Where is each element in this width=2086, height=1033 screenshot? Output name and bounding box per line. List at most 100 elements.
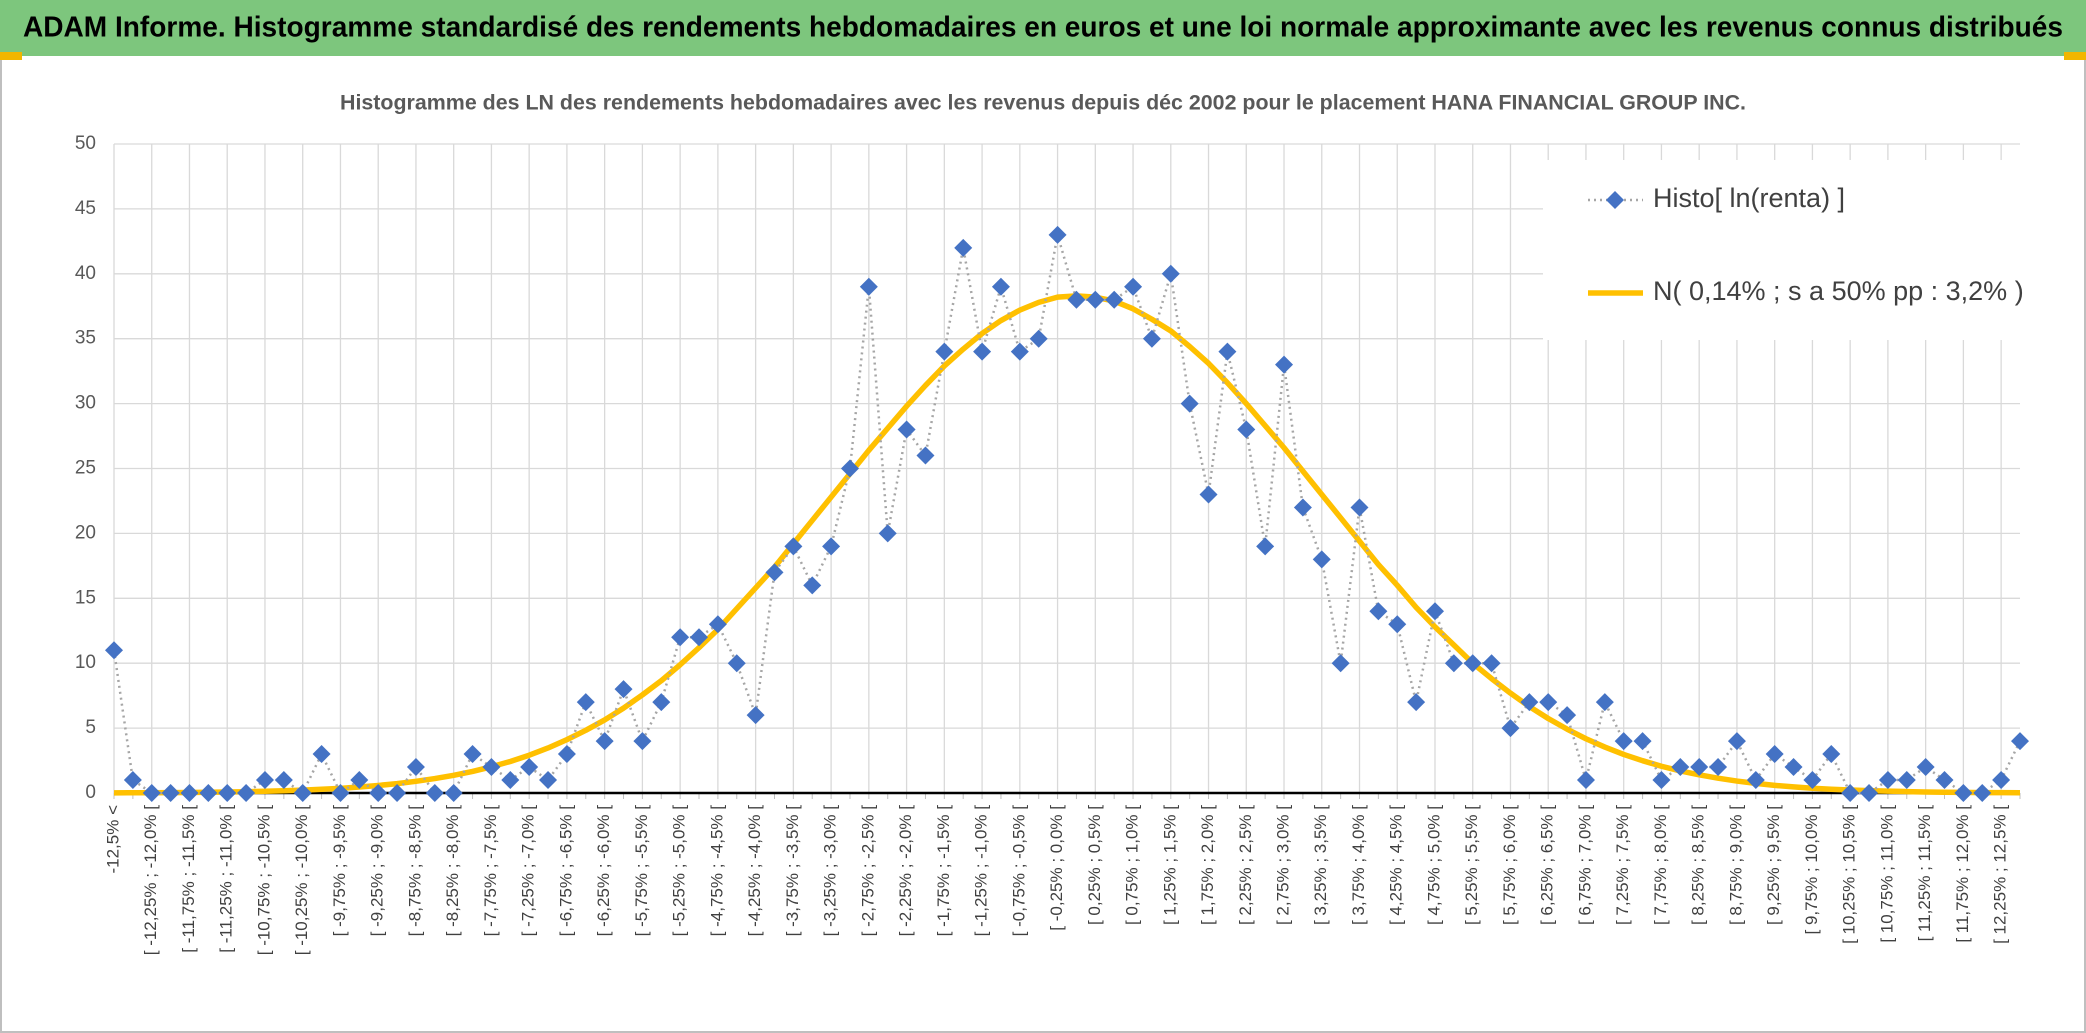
data-point (840, 459, 859, 478)
data-point (1992, 771, 2011, 790)
data-point (822, 537, 841, 556)
data-point (1558, 706, 1577, 725)
legend-marker (1606, 191, 1624, 209)
x-tick-label: [ 10,25% ; 10,5% [ (1840, 805, 1859, 944)
data-point (1180, 394, 1199, 413)
data-point (1237, 420, 1256, 439)
data-point (1142, 329, 1161, 348)
data-point (1954, 784, 1973, 802)
data-point (180, 784, 199, 802)
data-point (1482, 654, 1501, 673)
data-point (1388, 615, 1407, 634)
legend-label: Histo[ ln(renta) ] (1653, 183, 1845, 213)
x-tick-label: [ 9,25% ; 9,5% [ (1764, 805, 1783, 925)
data-point (1199, 485, 1218, 504)
data-point (557, 745, 576, 764)
x-tick-label: [ -1,75% ; -1,5% [ (934, 805, 953, 937)
x-tick-label: [ 2,25% ; 2,5% [ (1236, 805, 1255, 925)
data-point (312, 745, 331, 764)
data-point (916, 446, 935, 465)
x-tick-label: [ 11,25% ; 11,5% [ (1915, 805, 1934, 942)
x-tick-label: [ -2,75% ; -2,5% [ (858, 805, 877, 937)
data-point (708, 615, 727, 634)
data-point (331, 784, 350, 802)
x-tick-label: [ 5,25% ; 5,5% [ (1462, 805, 1481, 925)
data-point (1520, 693, 1539, 712)
x-tick-label: [ 3,25% ; 3,5% [ (1311, 805, 1330, 925)
data-point (444, 784, 463, 802)
data-point (1048, 225, 1067, 244)
x-tick-label: [ 7,25% ; 7,5% [ (1613, 805, 1632, 925)
x-tick-label: [ 8,75% ; 9,0% [ (1726, 805, 1745, 925)
x-tick-label: [ 10,75% ; 11,0% [ (1877, 805, 1896, 943)
data-point (350, 771, 369, 790)
x-tick-label: [ 6,25% ; 6,5% [ (1538, 805, 1557, 925)
chart-title: Histogramme des LN des rendements hebdom… (340, 92, 1746, 115)
data-point (1105, 290, 1124, 309)
data-point (595, 732, 614, 751)
data-point (255, 771, 274, 790)
x-tick-label: [ 4,25% ; 4,5% [ (1387, 805, 1406, 925)
data-point (123, 771, 142, 790)
data-point (878, 524, 897, 543)
data-point (652, 693, 671, 712)
x-tick-label: [ 7,75% ; 8,0% [ (1651, 805, 1670, 925)
data-point (1973, 784, 1992, 802)
x-tick-label: [ -6,25% ; -6,0% [ (594, 805, 613, 937)
y-tick-label: 10 (75, 652, 96, 673)
x-tick-label: [ -1,25% ; -1,0% [ (972, 805, 991, 937)
data-point (1444, 654, 1463, 673)
data-point (1803, 771, 1822, 790)
data-point (1218, 342, 1237, 361)
x-tick-label: [ -4,25% ; -4,0% [ (745, 805, 764, 937)
x-tick-label: [ -9,25% ; -9,0% [ (368, 805, 387, 937)
data-point (1897, 771, 1916, 790)
x-tick-label: [ -6,75% ; -6,5% [ (556, 805, 575, 937)
x-tick-label: [ -2,25% ; -2,0% [ (896, 805, 915, 937)
data-point (199, 784, 218, 802)
data-point (1161, 264, 1180, 283)
data-point (1709, 758, 1728, 777)
y-tick-label: 50 (75, 133, 96, 154)
data-point (161, 784, 180, 802)
data-point (784, 537, 803, 556)
legend-label: N( 0,14% ; s a 50% pp : 3,2% ) (1653, 276, 2024, 306)
data-point (237, 784, 256, 802)
data-point (1010, 342, 1029, 361)
data-point (1822, 745, 1841, 764)
data-point (1256, 537, 1275, 556)
data-point (727, 654, 746, 673)
data-point (1331, 654, 1350, 673)
data-point (105, 641, 123, 660)
data-point (765, 563, 784, 582)
data-point (1576, 771, 1595, 790)
data-point (1841, 784, 1860, 802)
y-tick-label: 5 (85, 717, 96, 738)
data-point (690, 628, 709, 647)
x-tick-label: [ 12,25% ; 12,5% [ (1991, 805, 2010, 944)
corner (2064, 52, 2086, 60)
y-tick-label: 30 (75, 393, 96, 414)
data-point (859, 277, 878, 296)
data-point (1652, 771, 1671, 790)
header-title: ADAM Informe. Histogramme standardisé de… (23, 12, 2063, 44)
x-tick-label: [ -0,75% ; -0,5% [ (1009, 805, 1028, 937)
y-tick-label: 45 (75, 198, 96, 219)
x-tick-label: [ 6,75% ; 7,0% [ (1575, 805, 1594, 925)
data-point (1369, 602, 1388, 621)
x-tick-label: [ 0,75% ; 1,0% [ (1123, 805, 1142, 925)
x-tick-label: [ -10,75% ; -10,5% [ (254, 805, 273, 956)
x-tick-label: [ 11,75% ; 12,0% [ (1953, 805, 1972, 943)
x-tick-label: [ -5,25% ; -5,0% [ (670, 805, 689, 937)
data-point (1916, 758, 1935, 777)
x-tick-label: [ 1,25% ; 1,5% [ (1160, 805, 1179, 925)
data-point (1275, 355, 1294, 374)
data-point (463, 745, 482, 764)
y-tick-label: 20 (75, 522, 96, 543)
x-tick-label: [ -3,75% ; -3,5% [ (783, 805, 802, 937)
data-point (218, 784, 237, 802)
data-point (1463, 654, 1482, 673)
data-point (1765, 745, 1784, 764)
data-point (1860, 784, 1879, 802)
data-point (2011, 732, 2029, 751)
